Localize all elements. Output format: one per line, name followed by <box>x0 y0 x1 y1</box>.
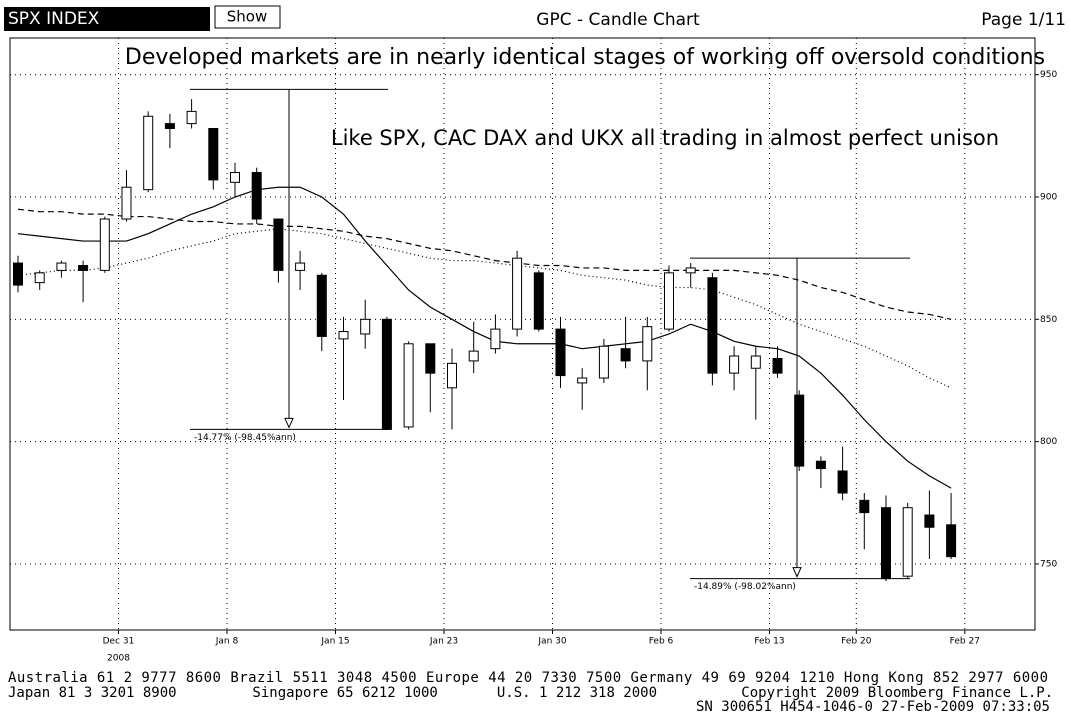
candle-body <box>425 343 436 374</box>
x-tick-label: Feb 27 <box>950 637 980 647</box>
candle-body <box>707 277 718 374</box>
candle-body <box>208 128 219 181</box>
y-tick-label: 750 <box>1040 559 1057 569</box>
x-tick-label: Feb 13 <box>754 637 784 647</box>
candle-body <box>729 355 740 374</box>
candle-body <box>837 470 848 494</box>
candle-body <box>13 262 23 286</box>
candle-body <box>815 460 826 470</box>
candle-body <box>859 499 870 514</box>
candle-body <box>902 507 913 577</box>
x-tick-label: Jan 23 <box>429 637 458 647</box>
candle-body <box>360 318 371 335</box>
candle-body <box>946 524 957 558</box>
candle-body <box>164 123 175 130</box>
x-tick-label: Dec 31 <box>103 637 135 647</box>
candle-body <box>924 514 935 528</box>
moving-average-line <box>17 228 952 389</box>
candle-body <box>794 394 805 467</box>
measure-arrow <box>792 567 802 578</box>
measure-label: -14.89% (-98.02%ann) <box>694 582 796 592</box>
candle-body <box>533 272 544 330</box>
candle-body <box>512 257 523 330</box>
y-tick-label: 900 <box>1040 193 1057 203</box>
year-label: 2008 <box>107 654 130 664</box>
x-tick-label: Jan 15 <box>320 637 349 647</box>
footer-line: SN 300651 H454-1046-0 27-Feb-2009 07:33:… <box>696 699 1050 715</box>
candle-body <box>143 115 154 191</box>
candle-body <box>772 357 783 374</box>
ticker-box <box>4 7 210 31</box>
candle-body <box>490 328 501 350</box>
candle-body <box>881 507 891 580</box>
candle-body <box>642 326 653 362</box>
measure-arrow <box>284 417 294 429</box>
candle-body <box>555 328 566 377</box>
y-tick-label: 950 <box>1040 70 1057 80</box>
candle-body <box>251 172 262 220</box>
candle-body <box>186 110 197 125</box>
candle-body <box>56 262 67 271</box>
y-tick-label: 850 <box>1040 315 1057 325</box>
candle-body <box>381 318 392 430</box>
candle-body <box>664 272 674 330</box>
footer-line: Australia 61 2 9777 8600 Brazil 5511 304… <box>8 670 1048 686</box>
candle-body <box>403 343 414 428</box>
candle-body <box>34 272 45 284</box>
candle-body <box>78 265 89 271</box>
show-button[interactable] <box>214 5 281 29</box>
x-tick-label: Jan 8 <box>215 637 239 647</box>
show-button-label[interactable]: Show <box>227 8 267 26</box>
annotation: Like SPX, CAC DAX and UKX all trading in… <box>331 126 999 150</box>
plot-frame <box>9 37 1036 631</box>
candle-body <box>685 267 696 274</box>
page-indicator: Page 1/11 <box>981 10 1066 30</box>
candle-body <box>577 377 588 384</box>
ticker: SPX INDEX <box>8 9 100 29</box>
measure-label: -14.77% (-98.45%ann) <box>194 433 296 443</box>
candle-body <box>750 355 761 369</box>
moving-average-line <box>17 186 952 489</box>
moving-average-line <box>17 208 952 320</box>
candle-body <box>620 348 631 362</box>
x-tick-label: Feb 6 <box>649 637 674 647</box>
y-tick-label: 800 <box>1040 437 1057 447</box>
annotation: Developed markets are in nearly identica… <box>125 45 1045 70</box>
x-tick-label: Jan 30 <box>537 637 566 647</box>
candle-body <box>273 218 284 271</box>
footer-line: Japan 81 3 3201 8900 Singapore 65 6212 1… <box>8 685 1053 701</box>
x-tick-label: Feb 20 <box>841 637 872 647</box>
candle-body <box>447 362 457 389</box>
candle-body <box>295 262 306 271</box>
candle-body <box>230 172 240 183</box>
candle-body <box>316 274 327 337</box>
candle-body <box>468 350 479 362</box>
chart-title: GPC - Candle Chart <box>536 10 700 30</box>
candle-body <box>99 218 110 271</box>
candle-body <box>338 331 349 340</box>
candle-body <box>121 186 132 220</box>
candle-body <box>598 345 609 379</box>
